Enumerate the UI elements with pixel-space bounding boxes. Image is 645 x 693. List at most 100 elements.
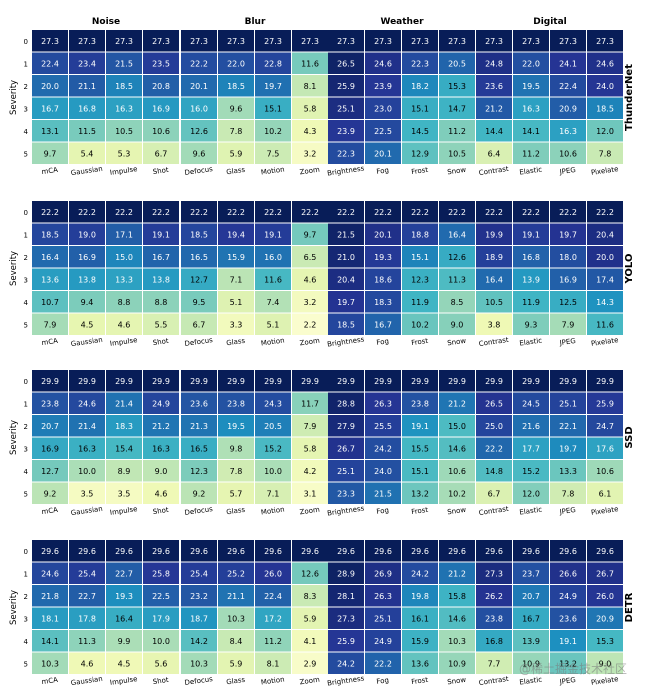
cell-value-label: 13.2 [411,489,429,498]
heatmap-cell [69,415,105,437]
cell-value-label: 15.8 [448,592,466,601]
heatmap-cell [550,607,586,629]
column-tick-label: Frost [411,676,429,686]
cell-value-label: 10.6 [152,127,170,136]
heatmap-cell [587,482,623,504]
heatmap-cell [365,540,401,562]
heatmap-cell [328,52,364,74]
cell-value-label: 22.2 [301,208,319,217]
column-tick-label: Gaussian [70,336,103,348]
cell-value-label: 13.9 [522,275,540,284]
cell-value-label: 18.5 [190,230,208,239]
heatmap-cell [328,313,364,335]
cell-value-label: 14.1 [41,637,59,646]
heatmap-cell [143,437,179,459]
cell-value-label: 11.7 [301,399,319,408]
cell-value-label: 7.1 [267,489,280,498]
heatmap-cell [143,201,179,223]
heatmap-cell [402,201,438,223]
heatmap-cell [292,291,328,313]
column-tick-label: JPEG [558,676,576,686]
cell-value-label: 12.7 [190,275,208,284]
heatmap-cell [513,460,549,482]
heatmap-cell [181,75,217,97]
heatmap-cell [218,392,254,414]
heatmap-cell [365,562,401,584]
heatmap-cell [439,313,475,335]
cell-value-label: 11.3 [448,275,466,284]
cell-value-label: 12.6 [190,127,208,136]
cell-value-label: 7.5 [267,149,280,158]
cell-value-label: 22.2 [337,208,355,217]
column-tick-label: mCA [41,337,59,347]
heatmap-cell [143,120,179,142]
heatmap-cell [587,607,623,629]
column-tick-label: Glass [226,337,246,348]
cell-value-label: 21.5 [115,59,133,68]
cell-value-label: 19.1 [264,230,282,239]
heatmap-cell [32,437,68,459]
heatmap-cell [218,652,254,674]
cell-value-label: 18.7 [190,614,208,623]
cell-value-label: 22.7 [115,569,133,578]
heatmap-cell [550,291,586,313]
cell-value-label: 8.5 [451,298,464,307]
cell-value-label: 26.5 [485,399,503,408]
heatmap-cell [402,313,438,335]
heatmap-cell [106,437,142,459]
heatmap-cell [106,52,142,74]
cell-value-label: 19.9 [485,230,503,239]
cell-value-label: 21.6 [522,422,540,431]
cell-value-label: 29.9 [337,377,355,386]
cell-value-label: 6.7 [155,149,168,158]
heatmap-cell [143,97,179,119]
heatmap-cell [550,585,586,607]
cell-value-label: 15.0 [448,422,466,431]
heatmap-cell [143,630,179,652]
cell-value-label: 6.7 [193,320,206,329]
heatmap-cell [365,630,401,652]
cell-value-label: 19.7 [559,230,577,239]
heatmap-cell [143,291,179,313]
cell-value-label: 10.9 [522,659,540,668]
column-tick-label: Fog [376,506,390,516]
heatmap-cell [292,415,328,437]
heatmap-cell [292,482,328,504]
cell-value-label: 28.8 [337,399,355,408]
cell-value-label: 23.2 [190,592,208,601]
column-tick-label: Motion [260,165,285,176]
cell-value-label: 27.3 [448,37,466,46]
cell-value-label: 22.4 [559,82,577,91]
heatmap-cell [587,392,623,414]
cell-value-label: 17.2 [264,614,282,623]
cell-value-label: 9.8 [230,444,243,453]
cell-value-label: 10.6 [559,149,577,158]
cell-value-label: 15.9 [227,253,245,262]
heatmap-cell [255,540,291,562]
cell-value-label: 5.9 [230,149,243,158]
heatmap-cell [402,268,438,290]
heatmap-cell [106,540,142,562]
cell-value-label: 22.2 [374,659,392,668]
cell-value-label: 8.8 [118,298,131,307]
heatmap-cell [106,607,142,629]
cell-value-label: 18.5 [41,230,59,239]
cell-value-label: 29.9 [301,377,319,386]
heatmap-cell [69,460,105,482]
heatmap-cell [587,652,623,674]
cell-value-label: 12.9 [411,149,429,158]
heatmap-cell [402,52,438,74]
cell-value-label: 18.3 [115,422,133,431]
cell-value-label: 18.1 [41,614,59,623]
column-tick-label: Contrast [478,336,509,348]
heatmap-cell [255,313,291,335]
heatmap-cell [402,392,438,414]
column-tick-label: mCA [41,676,59,686]
heatmap-cell [69,97,105,119]
cell-value-label: 15.1 [264,104,282,113]
heatmap-cell [476,540,512,562]
heatmap-cell [218,268,254,290]
heatmap-cell [439,652,475,674]
group-title-digital: Digital [533,17,567,27]
